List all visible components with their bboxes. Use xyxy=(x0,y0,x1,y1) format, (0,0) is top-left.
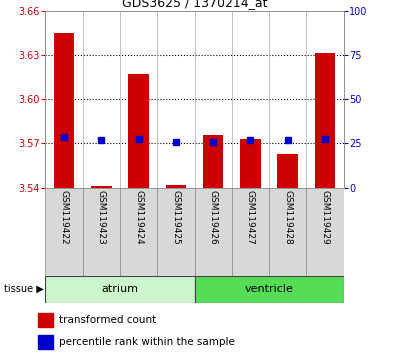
Bar xyxy=(166,185,186,188)
Text: GSM119428: GSM119428 xyxy=(283,190,292,245)
Bar xyxy=(54,33,74,188)
Bar xyxy=(45,276,194,303)
Text: GSM119422: GSM119422 xyxy=(60,190,69,245)
Text: GSM119427: GSM119427 xyxy=(246,190,255,245)
Bar xyxy=(120,188,157,276)
Text: ventricle: ventricle xyxy=(245,284,293,295)
Text: GSM119423: GSM119423 xyxy=(97,190,106,245)
Bar xyxy=(194,276,344,303)
Bar xyxy=(38,335,53,349)
Text: percentile rank within the sample: percentile rank within the sample xyxy=(59,337,235,347)
Text: atrium: atrium xyxy=(102,284,139,295)
Bar xyxy=(203,135,224,188)
Bar xyxy=(315,53,335,188)
Bar xyxy=(240,139,261,188)
Bar xyxy=(91,186,112,188)
Bar xyxy=(307,188,344,276)
Text: GSM119424: GSM119424 xyxy=(134,190,143,245)
Bar xyxy=(45,188,83,276)
Text: GSM119425: GSM119425 xyxy=(171,190,181,245)
Bar xyxy=(38,313,53,327)
Bar xyxy=(194,188,232,276)
Text: tissue ▶: tissue ▶ xyxy=(4,284,44,294)
Bar xyxy=(157,188,194,276)
Text: GSM119426: GSM119426 xyxy=(209,190,218,245)
Bar xyxy=(232,188,269,276)
Text: GSM119429: GSM119429 xyxy=(320,190,329,245)
Text: transformed count: transformed count xyxy=(59,315,156,325)
Bar xyxy=(277,154,298,188)
Bar xyxy=(269,188,307,276)
Bar xyxy=(128,74,149,188)
Title: GDS3625 / 1370214_at: GDS3625 / 1370214_at xyxy=(122,0,267,10)
Bar xyxy=(83,188,120,276)
